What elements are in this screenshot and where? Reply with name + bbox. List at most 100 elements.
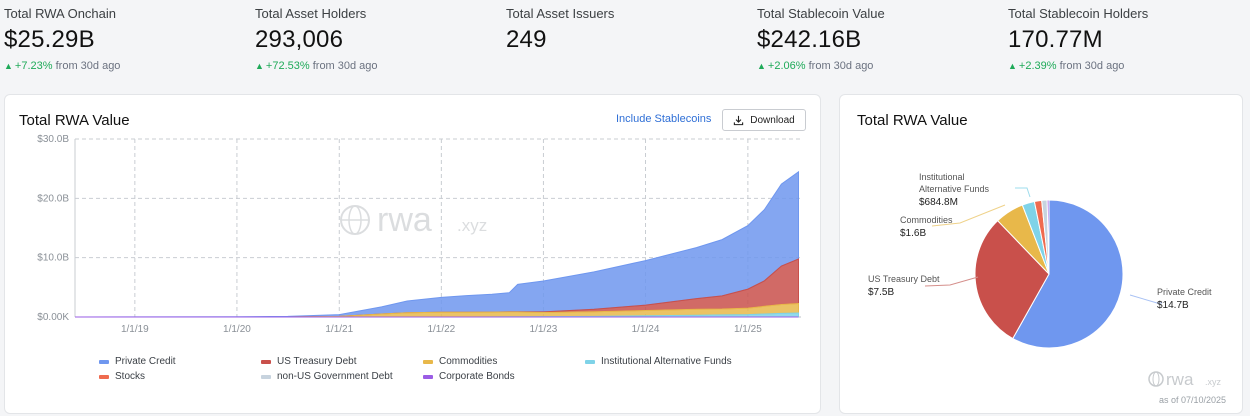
stat-change: ▲ +2.39% from 30d ago [1008, 60, 1248, 72]
x-tick-label: 1/1/19 [121, 324, 149, 335]
download-label: Download [750, 114, 795, 126]
legend-label: Institutional Alternative Funds [601, 356, 732, 367]
pie-labels: Private Credit $14.7B US Treasury Debt $… [868, 172, 1212, 311]
change-suffix: from 30d ago [55, 60, 121, 72]
legend-corporate-bonds[interactable]: Corporate Bonds [423, 371, 515, 382]
x-tick-label: 1/1/20 [223, 324, 251, 335]
y-tick-label: $10.0B [37, 253, 69, 264]
y-axis: $0.00K $10.0B $20.0B $30.0B [37, 134, 69, 323]
legend-swatch [423, 359, 433, 364]
watermark-text: rwa [377, 201, 432, 239]
y-tick-label: $20.0B [37, 193, 69, 204]
change-suffix: from 30d ago [1059, 60, 1125, 72]
watermark: rwa .xyz [340, 201, 487, 239]
up-arrow-icon: ▲ [757, 61, 766, 71]
download-button[interactable]: Download [722, 109, 806, 131]
stat-total-asset-issuers: Total Asset Issuers 249 [506, 6, 746, 54]
stat-label: Total Stablecoin Value [757, 6, 885, 21]
stat-value: 170.77M [1008, 26, 1103, 53]
legend-label: Commodities [439, 356, 498, 367]
stat-change: ▲ +72.53% from 30d ago [255, 60, 495, 72]
pie-slice-private-credit [1012, 199, 1124, 349]
change-suffix: from 30d ago [808, 60, 874, 72]
change-percent: +72.53% [265, 60, 310, 72]
rwa-value-chart-card: Total RWA Value Include Stablecoins Down… [4, 94, 821, 414]
stat-value: 249 [506, 26, 547, 53]
legend-non-us-gov-debt[interactable]: non-US Government Debt [261, 371, 393, 382]
x-tick-label: 1/1/22 [427, 324, 455, 335]
x-axis: 1/1/19 1/1/20 1/1/21 1/1/22 1/1/23 1/1/24 1/1/… [121, 324, 762, 335]
up-arrow-icon: ▲ [4, 61, 13, 71]
value-commodities: $1.6B [900, 228, 926, 239]
up-arrow-icon: ▲ [255, 61, 264, 71]
y-tick-label: $0.00K [37, 312, 69, 323]
change-percent: +2.39% [1018, 60, 1057, 72]
legend-label: non-US Government Debt [277, 371, 393, 382]
legend-swatch [99, 374, 109, 379]
area-private-credit [74, 170, 799, 318]
stat-label: Total Asset Issuers [506, 6, 615, 21]
value-private-credit: $14.7B [1157, 300, 1189, 311]
label-institutional-2: Alternative Funds [919, 184, 990, 194]
rwa-value-pie-card: Total RWA Value Private Credit $14.7B US… [839, 94, 1243, 414]
stat-value: $242.16B [757, 26, 862, 53]
stat-change: ▲ +7.23% from 30d ago [4, 60, 244, 72]
change-percent: +7.23% [14, 60, 53, 72]
chart-legend: Private Credit US Treasury Debt Commodit… [99, 354, 799, 394]
download-icon [734, 115, 744, 125]
legend-label: Stocks [115, 371, 146, 382]
stats-row: Total RWA Onchain $25.29B ▲ +7.23% from 3… [0, 0, 1250, 86]
legend-us-treasury-debt[interactable]: US Treasury Debt [261, 356, 356, 367]
x-tick-label: 1/1/24 [632, 324, 660, 335]
stat-total-stablecoin-holders: Total Stablecoin Holders 170.77M ▲ +2.39%… [1008, 6, 1248, 72]
area-chart: rwa .xyz $0.00K $10.0B $20.0B $30.0B 1/1/19… [37, 134, 801, 335]
label-commodities: Commodities [900, 215, 953, 225]
stat-total-asset-holders: Total Asset Holders 293,006 ▲ +72.53% fro… [255, 6, 495, 72]
change-percent: +2.06% [767, 60, 806, 72]
legend-swatch [423, 374, 433, 379]
label-line-us-treasury [924, 276, 979, 287]
watermark-suffix: .xyz [457, 216, 487, 235]
globe-icon-meridian [1152, 371, 1160, 387]
globe-icon [1148, 371, 1164, 387]
pie-title: Total RWA Value [857, 112, 968, 129]
area-series-layer [74, 170, 799, 318]
globe-icon-meridian [348, 205, 362, 235]
up-arrow-icon: ▲ [1008, 61, 1017, 71]
corner-watermark: rwa .xyz as of 07/10/2025 [1146, 369, 1226, 405]
pie-slices [974, 199, 1124, 349]
stat-total-rwa-onchain: Total RWA Onchain $25.29B ▲ +7.23% from 3… [4, 6, 244, 72]
logo-suffix: .xyz [1205, 377, 1222, 387]
legend-swatch [585, 359, 595, 364]
legend-label: Corporate Bonds [439, 371, 515, 382]
stat-value: 293,006 [255, 26, 344, 53]
legend-label: US Treasury Debt [277, 356, 357, 367]
logo-text: rwa [1166, 370, 1194, 389]
legend-private-credit[interactable]: Private Credit [99, 356, 176, 367]
pie-slice-corporate-bonds [1046, 199, 1050, 275]
globe-icon [340, 205, 370, 235]
legend-institutional-alt-funds[interactable]: Institutional Alternative Funds [585, 356, 732, 367]
label-us-treasury: US Treasury Debt [868, 274, 940, 284]
stat-label: Total RWA Onchain [4, 6, 116, 21]
include-stablecoins-link[interactable]: Include Stablecoins [616, 113, 712, 125]
label-private-credit: Private Credit [1157, 287, 1212, 297]
stat-total-stablecoin-value: Total Stablecoin Value $242.16B ▲ +2.06% … [757, 6, 997, 72]
legend-stocks[interactable]: Stocks [99, 371, 145, 382]
legend-swatch [99, 359, 109, 364]
pie-slice-us-treasury-debt [974, 219, 1050, 340]
chart-title: Total RWA Value [19, 112, 130, 129]
x-tick-label: 1/1/21 [325, 324, 353, 335]
label-institutional-1: Institutional [919, 172, 965, 182]
legend-swatch [261, 359, 271, 364]
label-line-private-credit [1129, 294, 1162, 304]
label-line-commodities [931, 204, 1006, 227]
x-tick-label: 1/1/23 [530, 324, 558, 335]
stat-label: Total Stablecoin Holders [1008, 6, 1149, 21]
stat-label: Total Asset Holders [255, 6, 367, 21]
label-line-institutional [1015, 187, 1031, 198]
legend-commodities[interactable]: Commodities [423, 356, 497, 367]
rwa-logo: rwa .xyz [1148, 370, 1222, 389]
value-us-treasury: $7.5B [868, 287, 894, 298]
value-institutional: $684.8M [919, 197, 958, 208]
